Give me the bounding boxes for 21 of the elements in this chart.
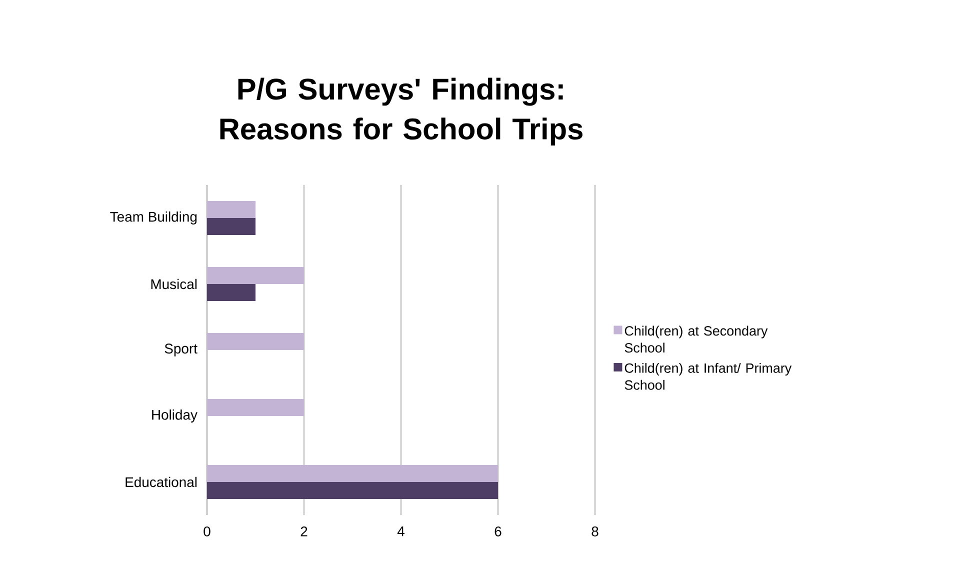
- bar: [207, 465, 498, 482]
- bar: [207, 267, 304, 284]
- x-tick-label: 4: [397, 526, 404, 536]
- bar: [207, 333, 304, 350]
- y-tick-label: Educational: [126, 476, 197, 488]
- chart-title: P/G Surveys' Findings: Reasons for School Trips: [220, 78, 582, 146]
- y-tick-label: Holiday: [152, 410, 198, 422]
- x-tick-label: 0: [204, 526, 210, 536]
- y-tick-label: Team Building: [110, 212, 197, 225]
- legend-label: Child(ren) at Secondary School: [624, 326, 768, 353]
- bar: [207, 218, 256, 236]
- bar: [207, 201, 256, 218]
- x-tick-label: 8: [592, 526, 598, 536]
- legend-label: Child(ren) at Infant/ Primary School: [624, 362, 792, 390]
- y-tick-label: Sport: [164, 344, 198, 356]
- bar: [207, 284, 256, 302]
- bar: [207, 399, 304, 416]
- y-tick-label: Musical: [151, 278, 197, 290]
- x-tick-label: 6: [494, 526, 502, 536]
- bar: [207, 482, 498, 500]
- x-tick-label: 2: [300, 526, 308, 536]
